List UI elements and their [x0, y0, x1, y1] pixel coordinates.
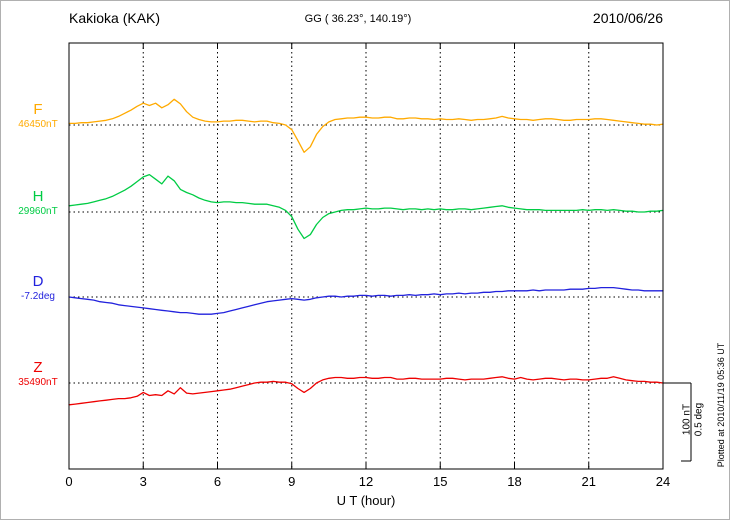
plot-date: 2010/06/26: [592, 10, 663, 26]
series-label-D: D -7.2deg: [9, 274, 67, 303]
series-letter-H: H: [32, 188, 44, 205]
series-letter-Z: Z: [33, 359, 43, 376]
series-label-H: H 29960nT: [9, 189, 67, 218]
station-coordinates: GG ( 36.23°, 140.19°): [304, 13, 412, 25]
x-tick-label: 18: [507, 474, 521, 489]
x-tick-label: 6: [214, 474, 221, 489]
series-label-F: F 46450nT: [9, 102, 67, 131]
series-baseline-value-F: 46450nT: [18, 119, 58, 130]
series-letter-D: D: [32, 273, 44, 290]
trace-Z: [68, 376, 664, 406]
trace-H: [68, 173, 664, 240]
trace-F: [68, 98, 664, 153]
series-letter-F: F: [33, 101, 43, 118]
x-tick-label: 15: [433, 474, 447, 489]
series-baseline-value-H: 29960nT: [18, 206, 58, 217]
trace-D: [68, 286, 664, 315]
series-baseline-value-D: -7.2deg: [21, 291, 55, 302]
x-tick-label: 24: [656, 474, 670, 489]
x-tick-label: 9: [288, 474, 295, 489]
plotted-at-note: Plotted at 2010/11/19 05:36 UT: [716, 342, 726, 468]
station-title: Kakioka (KAK): [69, 10, 161, 26]
scale-bar-label-deg: 0.5 deg: [693, 402, 705, 437]
x-tick-label: 0: [65, 474, 72, 489]
plot-frame: [68, 42, 664, 470]
series-label-Z: Z 35490nT: [9, 360, 67, 389]
x-tick-label: 3: [140, 474, 147, 489]
x-tick-label: 12: [359, 474, 373, 489]
x-tick-label: 21: [582, 474, 596, 489]
series-baseline-value-Z: 35490nT: [18, 377, 58, 388]
x-axis-title: U T (hour): [336, 493, 396, 508]
scale-bar-label-nt: 100 nT: [681, 403, 693, 436]
